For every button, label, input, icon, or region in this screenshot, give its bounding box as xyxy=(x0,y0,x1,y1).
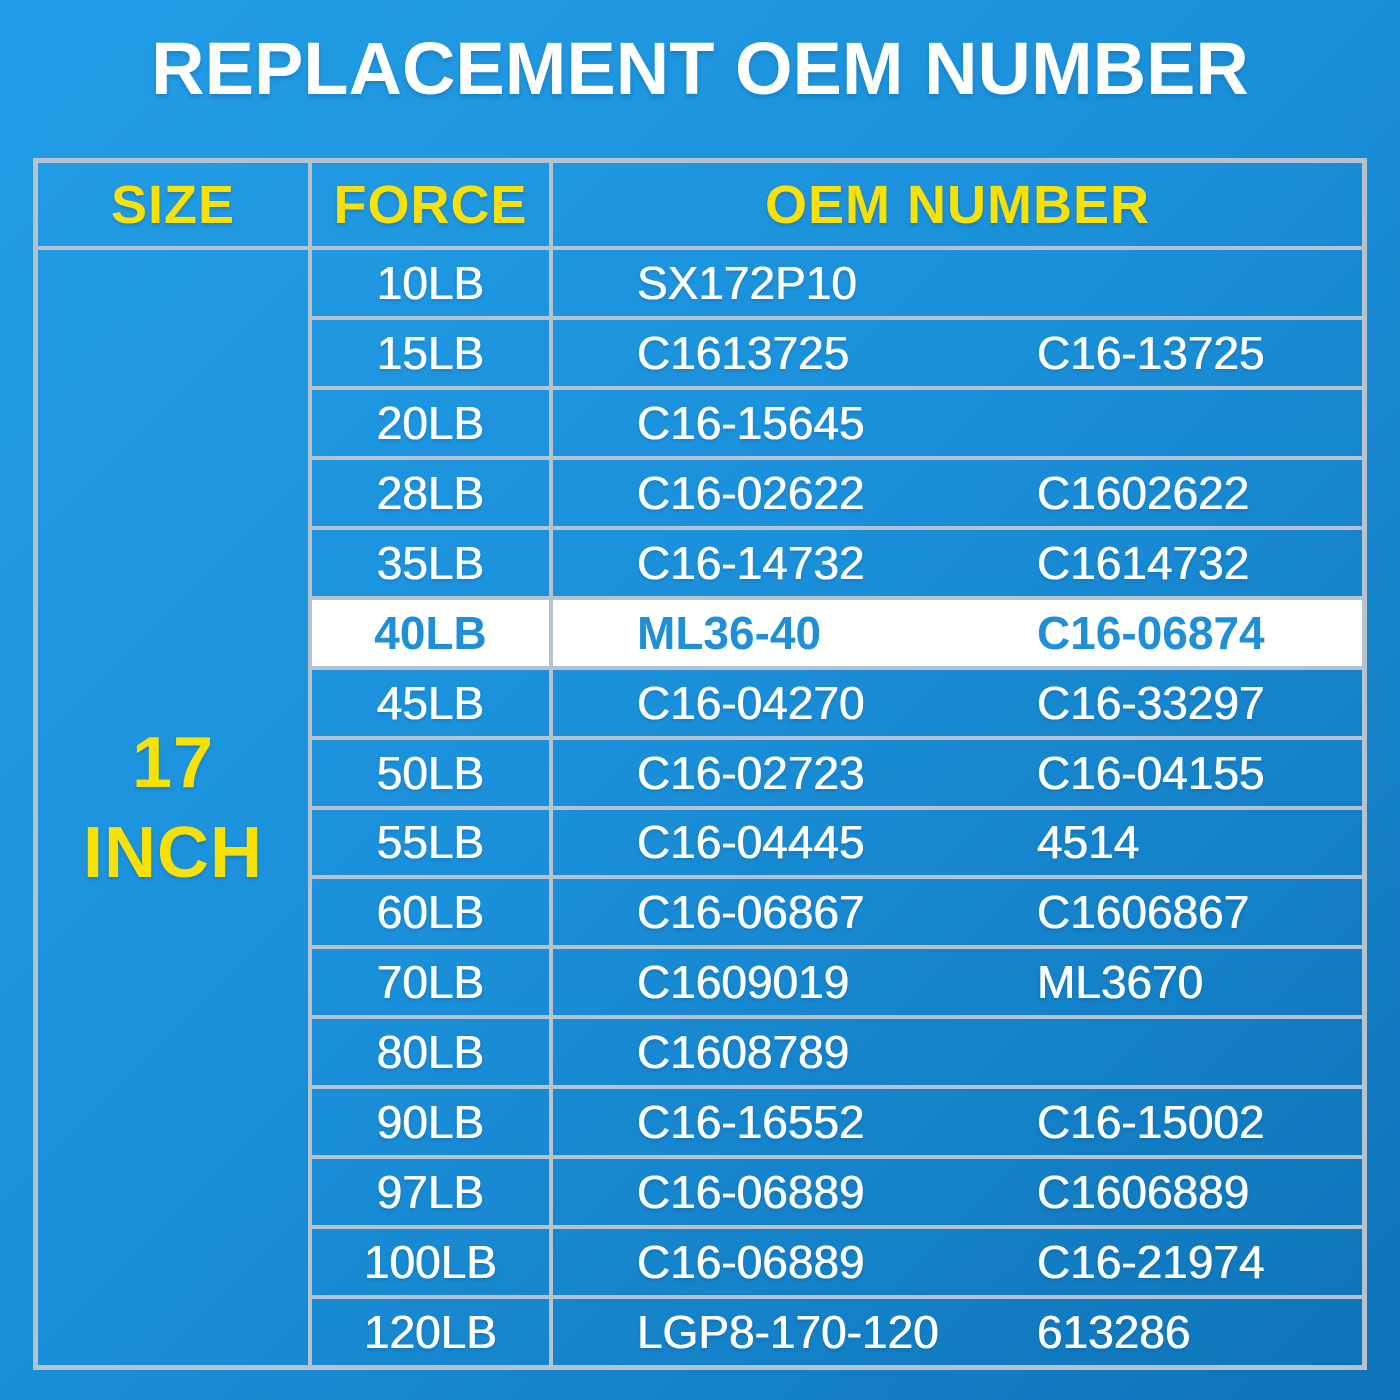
table-row: 45LB C16-04270 C16-33297 xyxy=(312,665,1362,736)
oem-value-2: C16-33297 xyxy=(1037,676,1265,729)
table-row: 50LB C16-02723 C16-04155 xyxy=(312,735,1362,806)
table-row: 35LB C16-14732 C1614732 xyxy=(312,525,1362,596)
table-row: 120LB LGP8-170-120 613286 xyxy=(312,1295,1362,1365)
force-cell: 55LB xyxy=(312,809,553,876)
table-header-row: SIZE FORCE OEM NUMBER xyxy=(38,163,1362,250)
header-size: SIZE xyxy=(38,163,312,246)
table-row: 100LB C16-06889 C16-21974 xyxy=(312,1225,1362,1296)
force-cell: 90LB xyxy=(312,1089,553,1156)
oem-cell: C1608789 xyxy=(553,1019,1362,1085)
force-cell: 80LB xyxy=(312,1019,553,1086)
force-cell: 15LB xyxy=(312,319,553,386)
table-body: 17 INCH 10LB SX172P10 15LB C1613725 C16-… xyxy=(38,250,1362,1365)
force-cell: 60LB xyxy=(312,879,553,946)
force-cell: 10LB xyxy=(312,250,553,316)
header-oem-number: OEM NUMBER xyxy=(765,174,1150,235)
oem-cell: C16-02622 C1602622 xyxy=(553,460,1362,526)
oem-value-2: C16-15002 xyxy=(1037,1096,1265,1149)
oem-value-1: C16-02723 xyxy=(637,746,865,799)
oem-value-1: C16-15645 xyxy=(637,396,865,449)
force-cell: 35LB xyxy=(312,529,553,596)
oem-cell: C1609019 ML3670 xyxy=(553,949,1362,1015)
force-cell: 28LB xyxy=(312,459,553,526)
oem-cell: SX172P10 xyxy=(553,250,1362,316)
oem-number-table: SIZE FORCE OEM NUMBER 17 INCH 10LB SX172… xyxy=(33,158,1367,1370)
oem-cell: C16-04270 C16-33297 xyxy=(553,670,1362,736)
oem-value-1: C16-04445 xyxy=(637,816,865,869)
force-cell: 120LB xyxy=(312,1299,553,1365)
table-row-highlighted: 40LB ML36-40 C16-06874 xyxy=(312,595,1362,666)
table-row: 28LB C16-02622 C1602622 xyxy=(312,455,1362,526)
oem-value-1: C1609019 xyxy=(637,956,850,1009)
oem-value-1: C1613725 xyxy=(637,326,850,379)
oem-value-2: C1614732 xyxy=(1037,536,1250,589)
table-row: 70LB C1609019 ML3670 xyxy=(312,945,1362,1016)
table-row: 90LB C16-16552 C16-15002 xyxy=(312,1085,1362,1156)
force-cell: 40LB xyxy=(312,599,553,666)
size-group-cell: 17 INCH xyxy=(38,250,312,1365)
header-force: FORCE xyxy=(312,163,553,246)
oem-value-2: 4514 xyxy=(1037,816,1140,869)
oem-value-1: C16-06889 xyxy=(637,1166,865,1219)
oem-cell: LGP8-170-120 613286 xyxy=(553,1299,1362,1365)
force-cell: 100LB xyxy=(312,1229,553,1296)
oem-value-2: C1602622 xyxy=(1037,466,1250,519)
page-title: REPLACEMENT OEM NUMBER xyxy=(151,27,1249,110)
oem-cell: C16-02723 C16-04155 xyxy=(553,740,1362,806)
oem-cell: C16-06889 C1606889 xyxy=(553,1159,1362,1225)
table-rows: 10LB SX172P10 15LB C1613725 C16-13725 20… xyxy=(312,250,1362,1365)
force-cell: 20LB xyxy=(312,389,553,456)
oem-cell: C16-16552 C16-15002 xyxy=(553,1089,1362,1155)
oem-cell: C1613725 C16-13725 xyxy=(553,320,1362,386)
oem-value-2: 613286 xyxy=(1037,1306,1191,1359)
oem-value-1: C16-06889 xyxy=(637,1236,865,1289)
table-row: 60LB C16-06867 C1606867 xyxy=(312,875,1362,946)
table-row: 97LB C16-06889 C1606889 xyxy=(312,1155,1362,1226)
oem-value-1: C16-14732 xyxy=(637,536,865,589)
size-value-unit: INCH xyxy=(83,812,263,893)
oem-value-1: SX172P10 xyxy=(637,256,857,309)
oem-cell: C16-15645 xyxy=(553,390,1362,456)
oem-value-2: C16-06874 xyxy=(1037,606,1265,659)
oem-value-1: C16-02622 xyxy=(637,466,865,519)
force-cell: 50LB xyxy=(312,739,553,806)
force-cell: 70LB xyxy=(312,949,553,1016)
oem-value-2: ML3670 xyxy=(1037,956,1204,1009)
oem-value-2: C16-04155 xyxy=(1037,746,1265,799)
oem-value-1: C16-16552 xyxy=(637,1096,865,1149)
table-row: 55LB C16-04445 4514 xyxy=(312,805,1362,876)
oem-value-2: C1606867 xyxy=(1037,886,1250,939)
oem-value-1: ML36-40 xyxy=(637,606,822,659)
oem-cell: C16-04445 4514 xyxy=(553,810,1362,876)
oem-value-2: C1606889 xyxy=(1037,1166,1250,1219)
force-cell: 45LB xyxy=(312,669,553,736)
table-row: 80LB C1608789 xyxy=(312,1015,1362,1086)
oem-cell: C16-06889 C16-21974 xyxy=(553,1229,1362,1295)
oem-value-2: C16-13725 xyxy=(1037,326,1265,379)
oem-cell: C16-06867 C1606867 xyxy=(553,879,1362,945)
force-cell: 97LB xyxy=(312,1159,553,1226)
table-row: 15LB C1613725 C16-13725 xyxy=(312,315,1362,386)
oem-value-1: C1608789 xyxy=(637,1026,850,1079)
oem-value-2: C16-21974 xyxy=(1037,1236,1265,1289)
table-row: 10LB SX172P10 xyxy=(312,250,1362,316)
oem-value-1: C16-06867 xyxy=(637,886,865,939)
oem-value-1: C16-04270 xyxy=(637,676,865,729)
oem-value-1: LGP8-170-120 xyxy=(637,1306,939,1359)
oem-cell: C16-14732 C1614732 xyxy=(553,530,1362,596)
table-row: 20LB C16-15645 xyxy=(312,385,1362,456)
oem-cell: ML36-40 C16-06874 xyxy=(553,600,1362,666)
size-value-number: 17 xyxy=(131,722,215,803)
